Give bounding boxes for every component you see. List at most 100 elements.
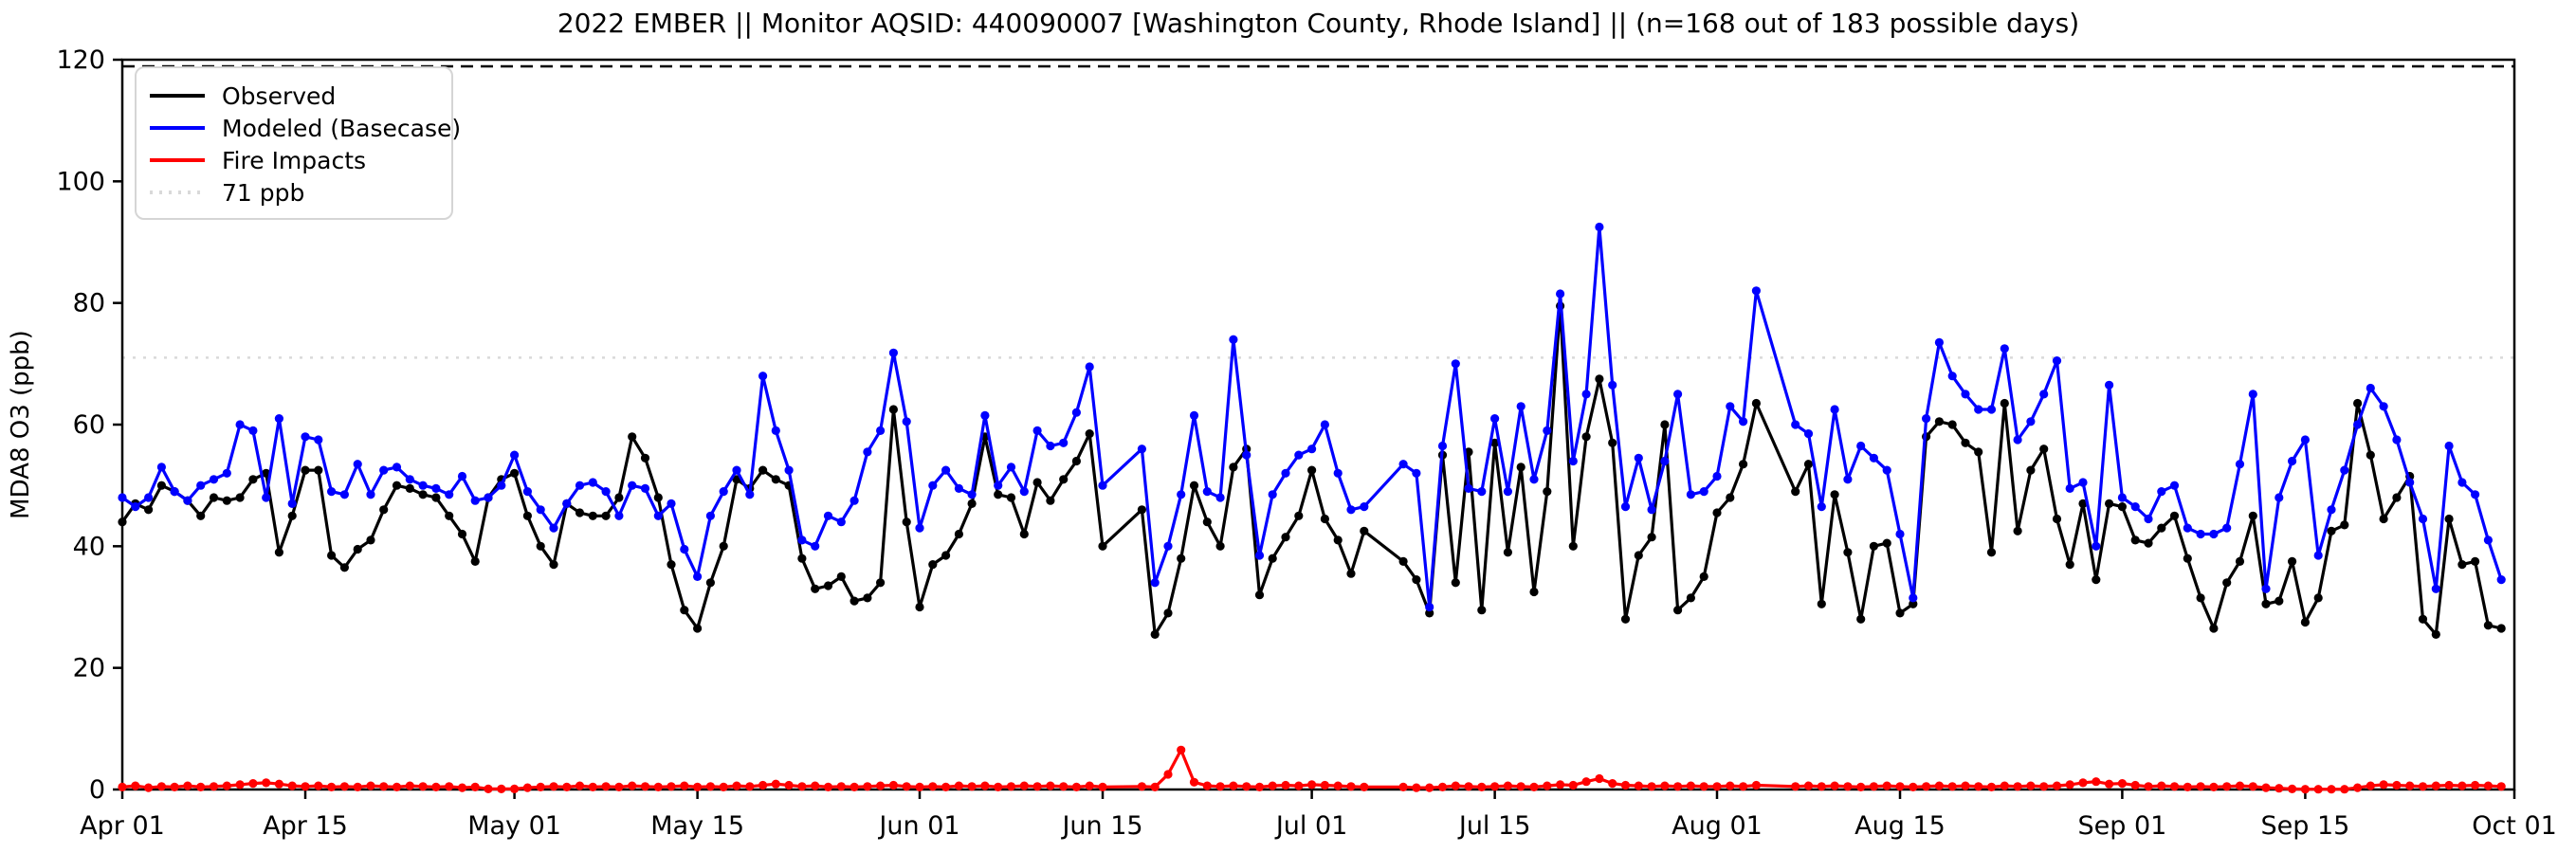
data-point <box>2366 383 2375 393</box>
data-point <box>1490 438 1500 447</box>
data-point <box>2496 782 2506 791</box>
data-point <box>1647 505 1656 515</box>
data-point <box>2052 514 2062 524</box>
data-point <box>1333 468 1343 478</box>
data-point <box>2065 560 2074 570</box>
data-point <box>196 511 206 520</box>
data-point <box>431 782 441 792</box>
data-point <box>1254 551 1265 560</box>
data-point <box>954 483 964 493</box>
data-point <box>2183 554 2192 563</box>
data-point <box>836 572 846 582</box>
data-point <box>1516 463 1526 472</box>
data-point <box>2117 779 2127 789</box>
data-point <box>784 465 794 475</box>
data-point <box>2405 781 2415 790</box>
data-point <box>575 508 585 517</box>
data-point <box>1608 438 1617 447</box>
data-point <box>2300 435 2310 445</box>
data-point <box>235 493 245 502</box>
data-point <box>1961 438 1970 447</box>
data-point <box>2313 593 2323 603</box>
y-tick-label: 120 <box>56 45 105 75</box>
data-point <box>1098 481 1107 490</box>
data-point <box>418 782 428 791</box>
data-point <box>1398 460 1408 469</box>
data-point <box>2039 782 2049 791</box>
data-point <box>1464 483 1473 493</box>
data-point <box>445 490 454 499</box>
data-point <box>144 783 154 792</box>
data-point <box>2483 535 2493 545</box>
data-point <box>1490 414 1500 424</box>
data-point <box>522 487 533 497</box>
data-point <box>2300 617 2310 627</box>
y-tick-label: 40 <box>73 532 105 561</box>
data-point <box>1882 538 1891 548</box>
data-point <box>1242 782 1251 791</box>
data-point <box>575 481 585 490</box>
data-point <box>2444 514 2454 524</box>
data-point <box>522 783 533 792</box>
data-point <box>1803 781 1814 790</box>
data-point <box>2261 783 2271 792</box>
data-point <box>1634 781 1643 790</box>
data-point <box>536 541 545 551</box>
data-point <box>339 563 349 572</box>
data-point <box>2418 614 2428 624</box>
data-point <box>2117 493 2127 502</box>
data-point <box>601 782 611 791</box>
data-point <box>1503 548 1512 557</box>
data-point <box>1843 782 1853 791</box>
data-point <box>1412 468 1421 478</box>
data-point <box>1634 453 1643 463</box>
data-point <box>588 511 597 520</box>
data-point <box>771 426 780 435</box>
data-point <box>719 782 728 792</box>
data-point <box>1437 441 1448 451</box>
data-point <box>2235 556 2245 567</box>
data-point <box>1909 593 1918 603</box>
data-point <box>928 782 938 791</box>
data-point <box>366 490 375 499</box>
data-point <box>2105 499 2114 509</box>
data-point <box>353 544 362 554</box>
data-point <box>653 782 663 792</box>
data-point <box>2000 398 2009 408</box>
data-point <box>1961 781 1970 790</box>
data-point <box>1202 487 1212 497</box>
data-point <box>1699 487 1708 497</box>
data-point <box>1398 556 1408 567</box>
data-point <box>1477 606 1487 615</box>
data-point <box>1189 777 1199 787</box>
data-point <box>118 782 127 792</box>
data-point <box>667 782 676 791</box>
legend-item-observed: Observed <box>150 80 434 112</box>
data-point <box>850 496 859 505</box>
data-point <box>2379 514 2388 524</box>
x-tick-label: Jul 01 <box>1274 811 1348 841</box>
data-point <box>1543 426 1552 435</box>
data-point <box>667 560 676 570</box>
data-point <box>732 465 741 475</box>
data-point <box>902 782 911 791</box>
data-point <box>470 496 480 505</box>
data-point <box>2483 781 2493 790</box>
data-point <box>941 551 951 560</box>
data-point <box>863 593 872 603</box>
data-point <box>2261 584 2271 593</box>
data-point <box>1294 511 1304 520</box>
data-point <box>2366 450 2375 460</box>
data-point <box>1177 745 1186 754</box>
data-point <box>1529 782 1539 792</box>
y-tick-label: 0 <box>89 775 105 805</box>
data-point <box>248 779 258 789</box>
data-point <box>549 560 558 570</box>
data-point <box>2144 538 2153 548</box>
data-point <box>1189 410 1199 420</box>
data-point <box>1751 286 1761 296</box>
data-point <box>339 782 349 791</box>
data-point <box>811 781 820 790</box>
